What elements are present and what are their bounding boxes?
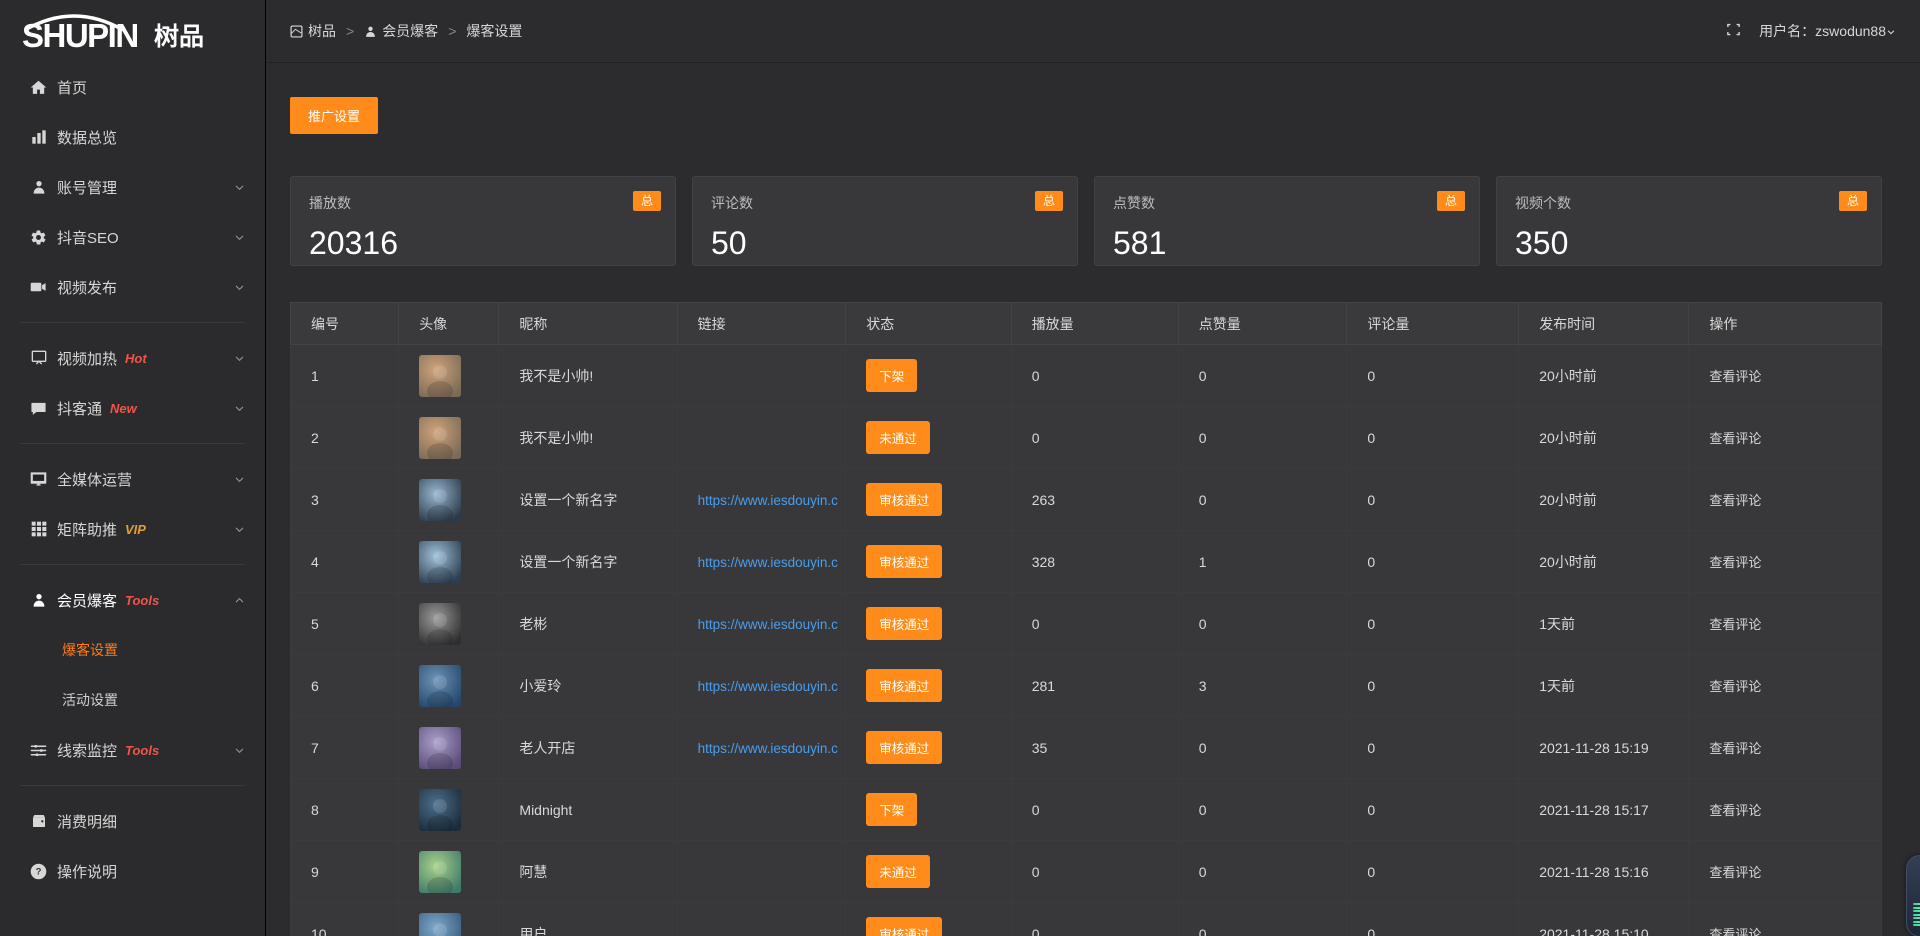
svg-text:SHUPIN: SHUPIN: [22, 17, 138, 52]
svg-text:树品: 树品: [154, 23, 204, 51]
svg-text:?: ?: [36, 866, 42, 877]
